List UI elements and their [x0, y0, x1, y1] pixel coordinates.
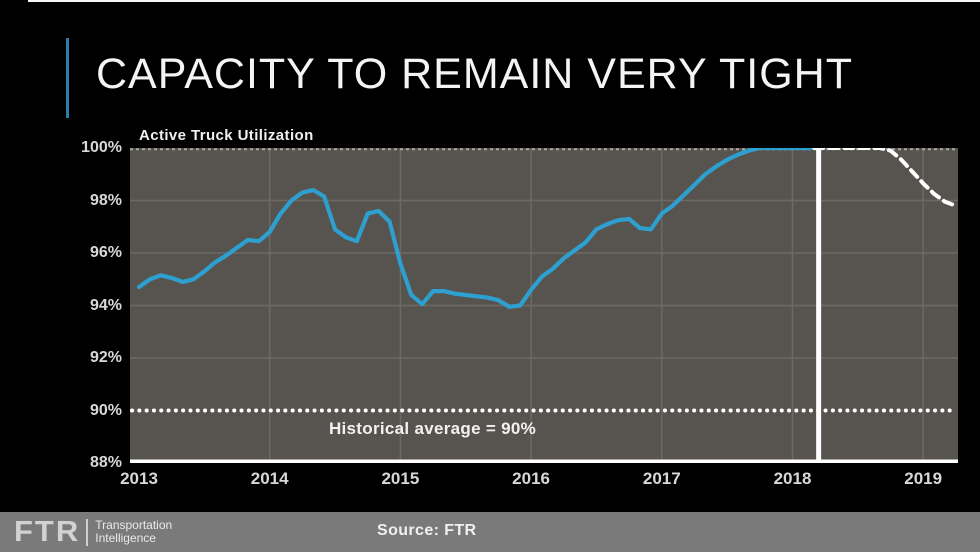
y-tick-label: 96%	[89, 244, 122, 261]
historical-average-label: Historical average = 90%	[328, 419, 537, 438]
x-tick-label: 2018	[773, 469, 812, 488]
y-tick-label: 92%	[89, 349, 122, 366]
chart-title: Active Truck Utilization	[139, 127, 314, 144]
x-tick-label: 2014	[250, 469, 289, 488]
utilization-line-chart	[130, 148, 958, 463]
x-tick-label: 2013	[120, 469, 158, 488]
y-tick-label: 94%	[89, 296, 122, 314]
logo-subtitle-line2: Intelligence	[95, 531, 156, 545]
slide-title: CAPACITY TO REMAIN VERY TIGHT	[96, 50, 853, 98]
logo-subtitle-line1: Transportation	[95, 517, 173, 532]
logo-divider	[86, 518, 89, 546]
y-tick-label: 90%	[89, 401, 122, 419]
ftr-logo-text: FTR	[14, 515, 81, 548]
title-accent-bar	[66, 38, 69, 118]
y-tick-label: 100%	[81, 139, 122, 156]
ftr-logo: FTR Transportation Intelligence	[14, 514, 172, 550]
y-tick-label: 98%	[89, 191, 122, 209]
x-tick-label: 2016	[512, 469, 550, 488]
x-tick-label: 2019	[904, 469, 943, 488]
y-tick-label: 88%	[89, 454, 122, 471]
x-tick-label: 2015	[381, 469, 420, 488]
x-tick-label: 2017	[642, 469, 681, 488]
top-divider-line	[28, 0, 980, 2]
footer-bar: FTR Transportation Intelligence Source: …	[0, 512, 980, 552]
plot-area: Historical average = 90%	[130, 148, 958, 463]
ftr-logo-subtitle: Transportation Intelligence	[95, 517, 173, 546]
source-label: Source: FTR	[377, 522, 477, 539]
